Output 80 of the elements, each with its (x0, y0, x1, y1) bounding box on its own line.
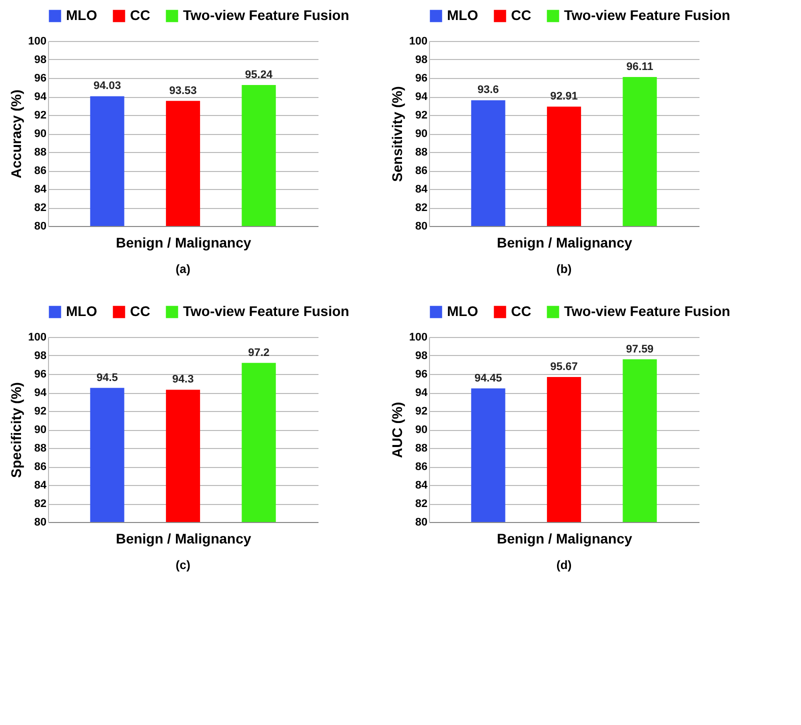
legend-label: CC (511, 303, 532, 319)
y-tick-label: 90 (34, 128, 46, 140)
y-tick-label: 86 (34, 461, 46, 473)
x-axis-title: Benign / Malignancy (116, 234, 252, 250)
data-label: 95.24 (245, 69, 274, 82)
y-tick-label: 100 (28, 36, 46, 48)
y-tick-label: 96 (415, 368, 428, 380)
y-tick-label: 80 (415, 220, 428, 232)
y-tick-label: 92 (34, 110, 46, 122)
data-label: 96.11 (626, 60, 654, 73)
y-tick-label: 86 (34, 165, 46, 177)
y-tick-label: 88 (34, 442, 46, 454)
legend-label: CC (130, 7, 150, 23)
y-tick-label: 80 (34, 220, 46, 232)
text: (d) (556, 558, 572, 572)
y-tick-label: 92 (415, 406, 428, 418)
y-tick-label: 84 (415, 480, 428, 492)
legend-label: MLO (447, 303, 478, 319)
y-tick-label: 80 (415, 516, 428, 528)
y-tick-label: 94 (415, 387, 428, 399)
y-axis-title: Sensitivity (%) (389, 86, 406, 182)
y-tick-label: 82 (415, 498, 428, 510)
data-label: 94.3 (172, 374, 194, 386)
y-tick-label: 82 (34, 498, 46, 510)
y-tick-label: 94 (34, 91, 48, 103)
data-label: 94.45 (474, 372, 502, 384)
y-tick-label: 80 (34, 516, 46, 528)
y-tick-label: 86 (415, 461, 428, 473)
y-tick-label: 84 (34, 184, 48, 196)
legend-label: MLO (447, 7, 478, 23)
legend-label: MLO (66, 303, 98, 319)
y-tick-label: 90 (415, 424, 428, 436)
y-tick-label: 100 (409, 36, 428, 48)
y-tick-label: 88 (34, 146, 46, 158)
y-tick-label: 96 (415, 72, 428, 84)
y-tick-label: 94 (34, 387, 48, 399)
y-tick-label: 98 (34, 54, 46, 66)
y-tick-label: 84 (34, 480, 48, 492)
data-label: 95.67 (550, 361, 578, 374)
y-tick-label: 82 (415, 202, 428, 214)
data-label: 94.03 (93, 80, 121, 92)
y-tick-label: 84 (415, 184, 428, 196)
text: (b) (556, 262, 572, 276)
legend-label: Two-view Feature Fusion (183, 7, 350, 23)
y-tick-label: 100 (409, 332, 428, 344)
data-label: 97.59 (626, 343, 654, 356)
text: (a) (176, 262, 190, 276)
y-tick-label: 92 (415, 110, 428, 122)
data-label: 97.2 (248, 346, 270, 359)
y-tick-label: 82 (34, 202, 46, 214)
legend-label: CC (130, 303, 150, 319)
legend-label: CC (511, 7, 532, 23)
legend-label: Two-view Feature Fusion (564, 303, 730, 319)
data-label: 94.5 (96, 372, 118, 384)
y-tick-label: 100 (28, 332, 46, 344)
x-axis-title: Benign / Malignancy (496, 530, 632, 546)
y-tick-label: 98 (415, 350, 428, 362)
y-tick-label: 98 (34, 350, 46, 362)
y-tick-label: 92 (34, 406, 46, 418)
x-axis-title: Benign / Malignancy (496, 234, 632, 250)
y-tick-label: 94 (415, 91, 428, 103)
y-tick-label: 88 (415, 146, 428, 158)
legend-label: Two-view Feature Fusion (564, 7, 730, 23)
legend-label: Two-view Feature Fusion (183, 303, 350, 319)
legend-label: MLO (66, 7, 98, 23)
data-label: 93.6 (478, 84, 499, 96)
text: (c) (176, 558, 190, 572)
y-tick-label: 88 (415, 442, 428, 454)
y-tick-label: 90 (415, 128, 428, 140)
y-tick-label: 86 (415, 165, 428, 177)
y-tick-label: 96 (34, 368, 46, 380)
y-tick-label: 98 (415, 54, 428, 66)
x-axis-title: Benign / Malignancy (116, 530, 252, 546)
data-label: 93.53 (169, 84, 197, 97)
y-axis-title: Specificity (%) (8, 382, 24, 478)
y-axis-title: AUC (%) (389, 402, 406, 458)
y-tick-label: 90 (34, 424, 46, 436)
y-tick-label: 96 (34, 72, 46, 84)
y-axis-title: Accuracy (%) (8, 90, 24, 178)
data-label: 92.91 (550, 90, 578, 103)
